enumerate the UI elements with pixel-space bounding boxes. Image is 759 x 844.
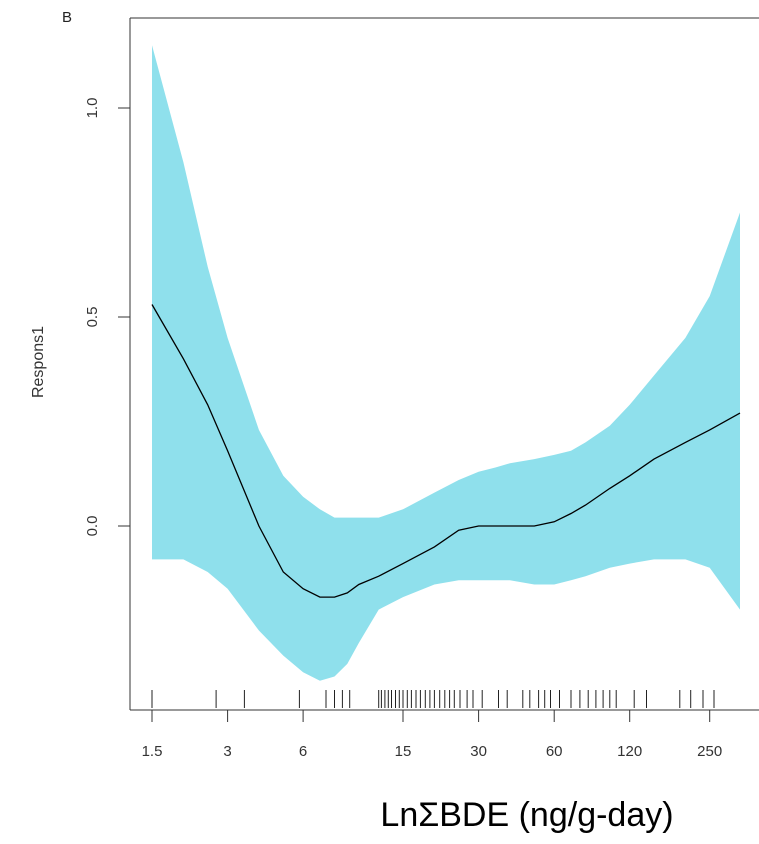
- x-tick-label: 250: [697, 743, 722, 760]
- x-tick-label: 15: [395, 743, 412, 760]
- x-tick-label: 120: [617, 743, 642, 760]
- series-line: [151, 304, 741, 598]
- x-tick-label: 1.5: [142, 743, 163, 760]
- x-tick-label: 6: [299, 743, 307, 760]
- rug: [151, 690, 715, 708]
- panel-label: B: [62, 9, 72, 26]
- y-tick-label: 0.0: [84, 516, 101, 537]
- x-tick-label: 30: [470, 743, 487, 760]
- confidence-band: [152, 45, 740, 681]
- x-tick-label: 3: [223, 743, 231, 760]
- x-tick-label: 60: [546, 743, 563, 760]
- y-tick-label: 0.5: [84, 307, 101, 328]
- y-tick-label: 1.0: [84, 98, 101, 119]
- y-axis-label: Respons1: [30, 326, 47, 398]
- plot-frame: [129, 17, 759, 711]
- y-axis: 0.0 0.5 1.0: [84, 98, 130, 537]
- x-axis-label: LnΣBDE (ng/g-day): [380, 796, 673, 834]
- x-axis: 1.5 3 6 15 30 60 120 250: [142, 710, 722, 760]
